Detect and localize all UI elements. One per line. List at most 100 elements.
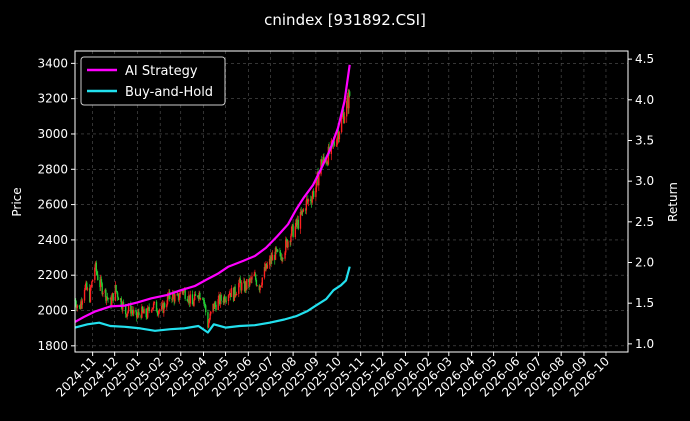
price-candle-body xyxy=(84,285,86,290)
price-candle-body xyxy=(83,289,86,301)
price-candle-body xyxy=(207,312,209,328)
return-series xyxy=(74,64,351,334)
price-candle-body xyxy=(307,199,309,202)
y-tick-label-right: 1.5 xyxy=(635,296,654,310)
price-candle-body xyxy=(315,176,318,188)
price-candle-body xyxy=(246,278,248,289)
price-candle-body xyxy=(218,295,221,305)
price-candle-body xyxy=(80,301,82,309)
price-candle-body xyxy=(301,210,303,214)
price-candle-body xyxy=(299,212,302,229)
price-candle-body xyxy=(177,293,179,296)
price-candle-body xyxy=(269,258,272,264)
price-candle-body xyxy=(280,256,283,261)
price-candle-body xyxy=(105,296,108,301)
price-candle-body xyxy=(141,306,144,312)
price-candle-body xyxy=(238,278,241,284)
price-candle-body xyxy=(102,292,104,295)
price-candle-body xyxy=(289,241,291,243)
price-candle-body xyxy=(240,282,242,291)
series-line-buy-and-hold xyxy=(74,266,351,334)
price-candle-body xyxy=(112,293,114,301)
price-candle-body xyxy=(224,300,227,302)
price-candle-body xyxy=(140,315,142,318)
price-candle-body xyxy=(156,311,158,313)
price-candle-body xyxy=(86,282,88,290)
price-candle-body xyxy=(136,315,139,318)
price-candle-body xyxy=(295,219,297,227)
price-candle-body xyxy=(290,226,293,236)
price-candle-body xyxy=(282,258,284,260)
price-candle-body xyxy=(85,282,87,286)
price-candle-body xyxy=(244,282,247,292)
price-candle-body xyxy=(208,319,211,323)
price-candle-body xyxy=(229,293,231,295)
price-candle-body xyxy=(315,187,317,197)
y-tick-label-left: 3400 xyxy=(37,56,68,70)
price-candle-body xyxy=(202,298,204,300)
price-candle-body xyxy=(276,249,278,251)
price-candle-body xyxy=(126,313,128,317)
price-candle-body xyxy=(197,296,200,299)
price-candle-body xyxy=(234,286,236,296)
price-candle-body xyxy=(199,292,201,299)
price-candle-body xyxy=(75,304,78,309)
y-axis-label-right: Return xyxy=(666,182,680,222)
price-candle-body xyxy=(152,308,154,309)
price-candle-body xyxy=(111,293,114,298)
price-candle-body xyxy=(86,288,89,290)
price-candle-body xyxy=(346,101,348,117)
price-candle-body xyxy=(341,115,344,117)
price-candle-body xyxy=(297,219,299,229)
price-candle-body xyxy=(117,297,120,301)
price-candle-body xyxy=(265,263,267,271)
price-candle-body xyxy=(274,254,276,260)
price-candle-body xyxy=(220,295,222,301)
price-candle-body xyxy=(292,224,294,238)
price-candle-body xyxy=(312,190,315,197)
price-candle-body xyxy=(176,294,178,296)
y-tick-label-left: 3000 xyxy=(37,127,68,141)
price-candle-body xyxy=(178,297,180,301)
price-candle-body xyxy=(337,132,340,140)
price-candle-body xyxy=(326,161,329,165)
price-candle-body xyxy=(145,308,147,318)
price-candle-body xyxy=(148,307,150,311)
price-candle-body xyxy=(174,294,176,302)
price-candle-body xyxy=(318,174,320,186)
price-candle-body xyxy=(131,310,133,312)
price-candle-body xyxy=(146,317,148,318)
price-candle-body xyxy=(167,295,169,298)
price-candle-body xyxy=(132,311,134,314)
price-candle-body xyxy=(147,307,150,308)
price-candle-body xyxy=(238,283,240,294)
price-candle-body xyxy=(290,235,292,243)
price-candle-body xyxy=(97,274,99,281)
price-candle-body xyxy=(88,288,91,302)
series-line-ai-strategy xyxy=(74,64,351,323)
price-candle-body xyxy=(275,247,277,251)
price-candle-body xyxy=(347,95,349,109)
price-candle-body xyxy=(99,280,101,288)
price-candle-body xyxy=(268,258,271,265)
price-candle-body xyxy=(279,252,282,257)
price-candle-body xyxy=(187,301,189,302)
price-candle-body xyxy=(182,289,184,293)
price-candle-body xyxy=(198,292,200,299)
price-candle-body xyxy=(119,298,122,301)
price-candle-body xyxy=(285,239,288,241)
price-candle-body xyxy=(223,296,225,303)
price-candle-body xyxy=(94,267,96,280)
price-candle-body xyxy=(228,294,230,296)
price-candle-body xyxy=(81,300,84,305)
price-candle-body xyxy=(285,239,287,253)
price-candle-body xyxy=(300,212,302,214)
price-candle-body xyxy=(152,303,155,309)
price-candle-body xyxy=(177,293,180,301)
price-candle-body xyxy=(217,299,219,311)
price-candle-body xyxy=(254,274,256,276)
price-candle-body xyxy=(75,300,77,305)
price-candle-body xyxy=(338,132,341,140)
price-candle-body xyxy=(224,296,226,302)
price-candle-body xyxy=(311,196,313,203)
